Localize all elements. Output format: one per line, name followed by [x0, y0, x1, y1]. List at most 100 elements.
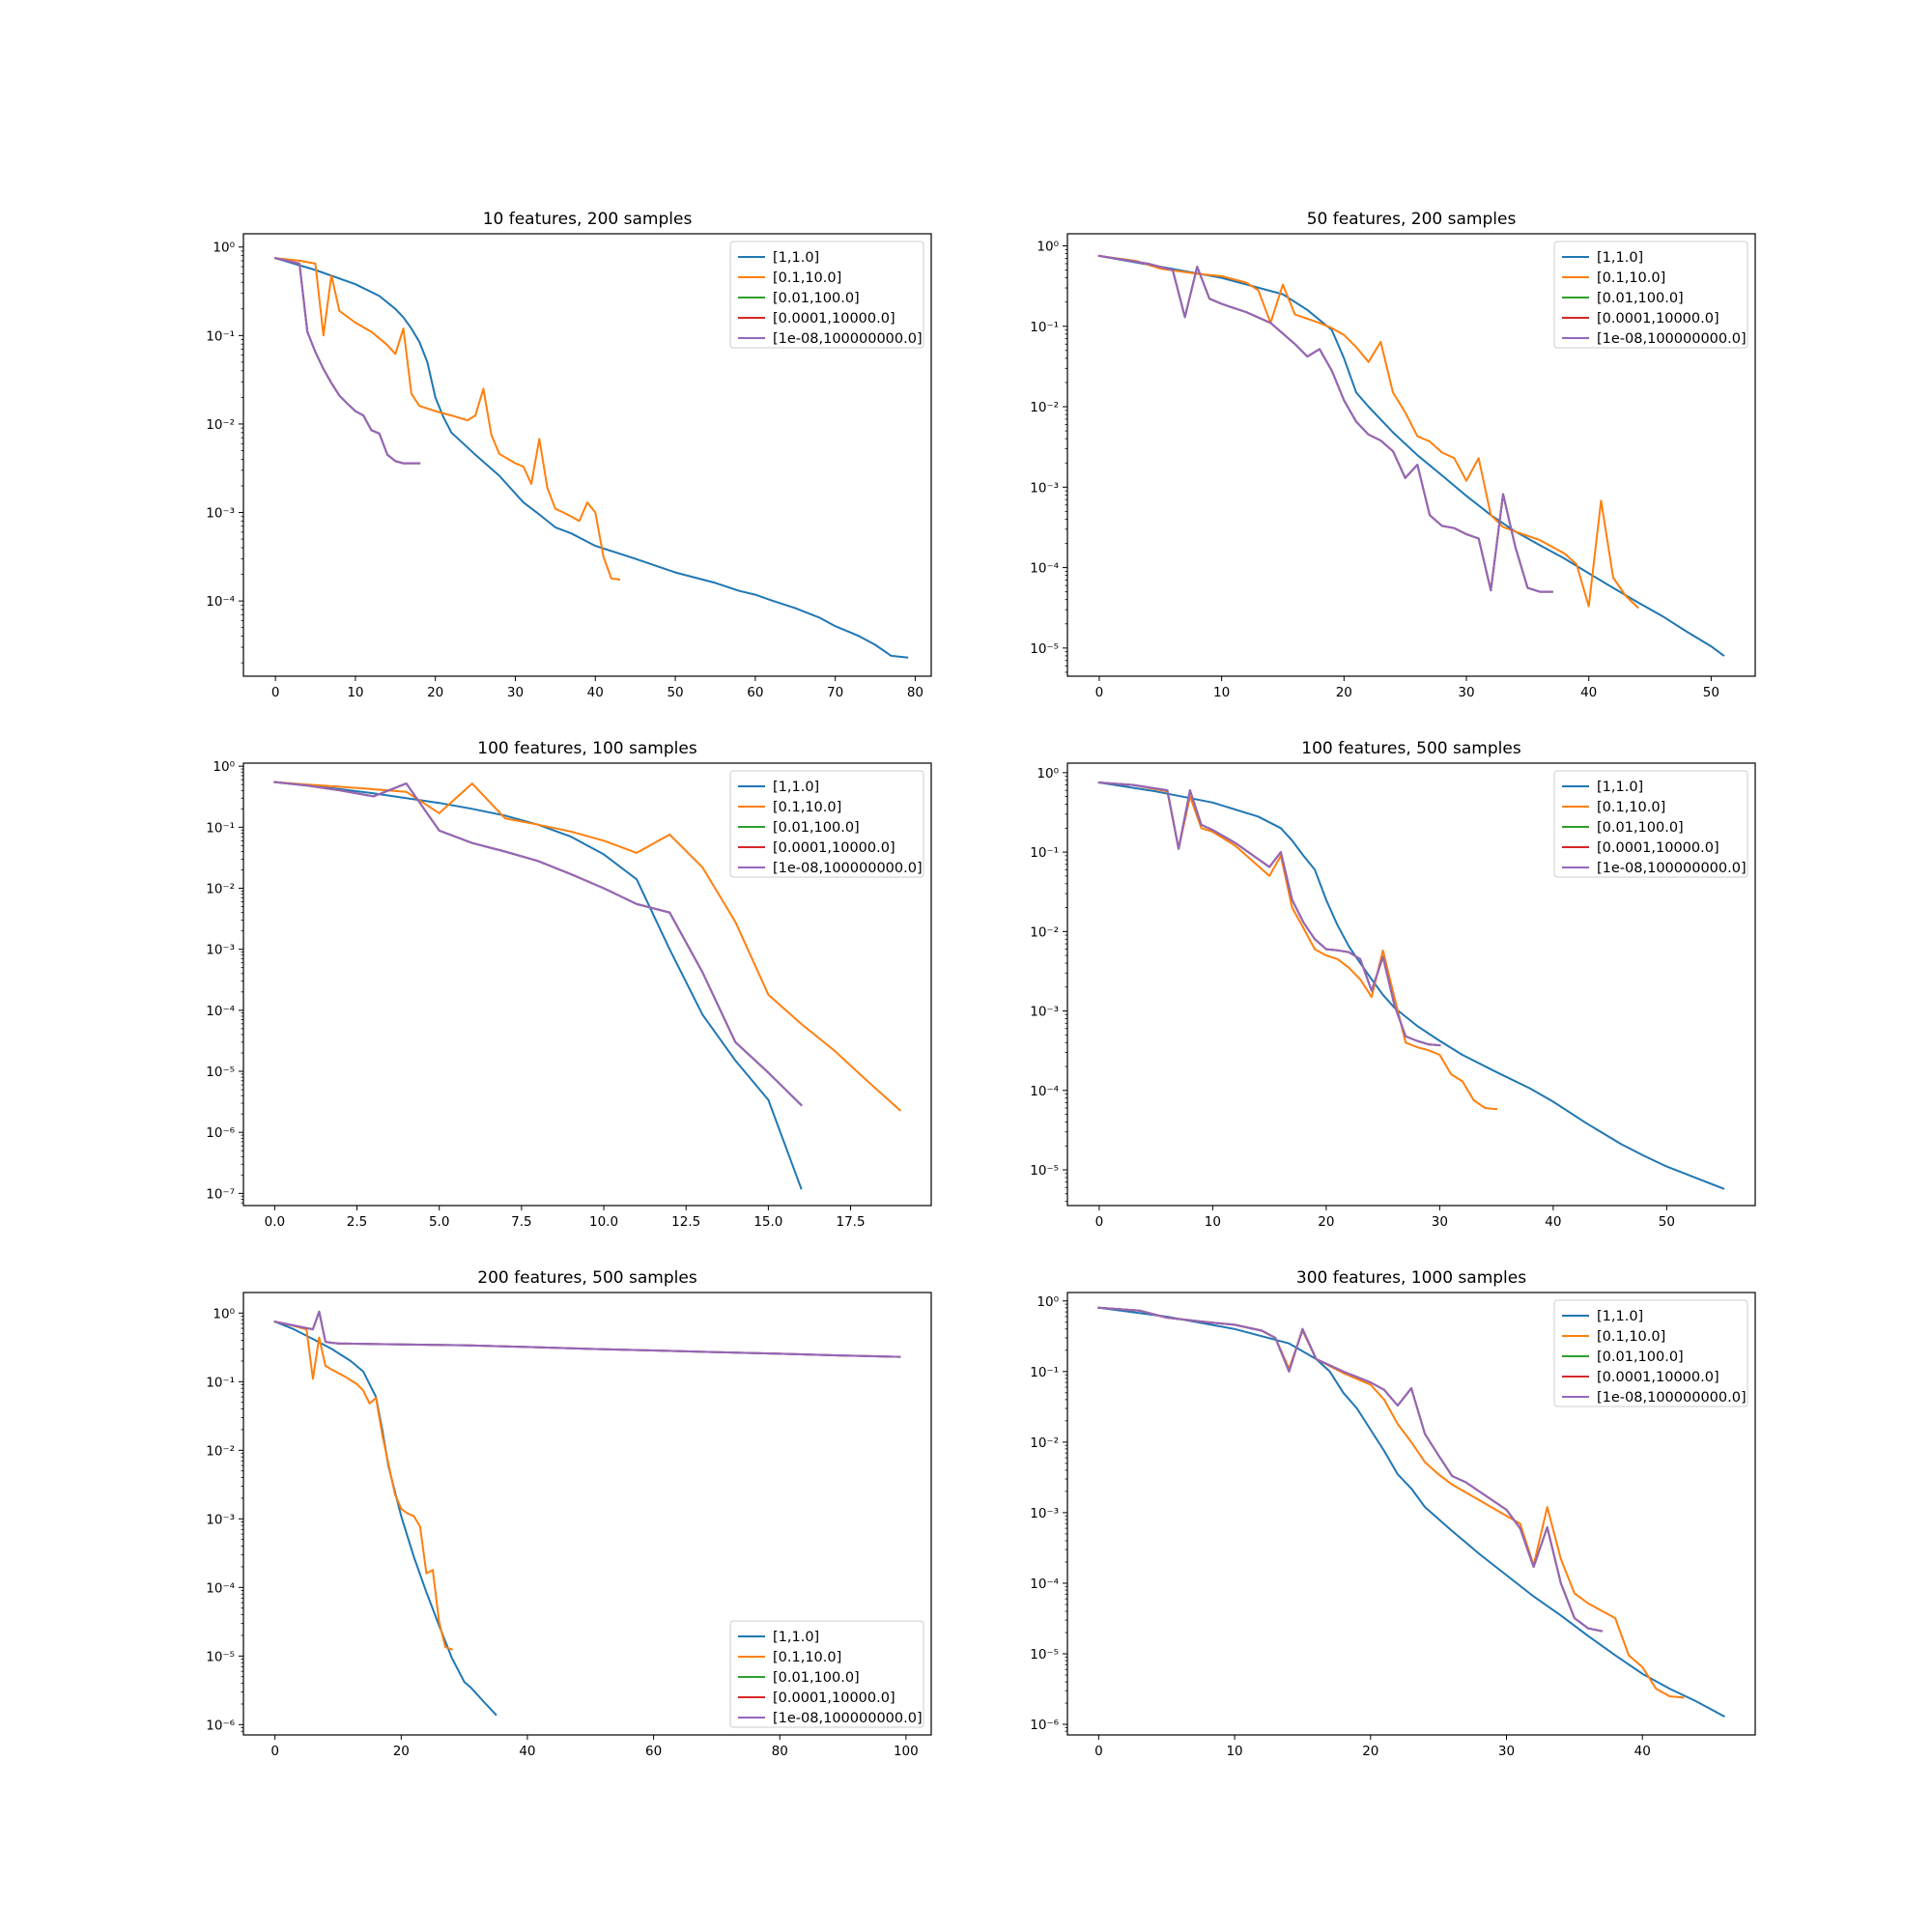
x-tick-label: 20 — [393, 1744, 410, 1759]
x-tick-label: 40 — [1545, 1214, 1561, 1230]
x-tick-label: 20 — [1336, 685, 1352, 700]
x-tick-label: 10 — [1213, 685, 1230, 700]
x-tick-label: 20 — [427, 685, 443, 700]
series-line-3 — [273, 1310, 901, 1358]
y-tick-label: 10⁻² — [1030, 1435, 1059, 1451]
series-group — [273, 256, 909, 659]
series-line-1 — [1097, 781, 1725, 1190]
x-tick-label: 12.5 — [671, 1214, 700, 1230]
panel-title: 100 features, 100 samples — [477, 739, 697, 758]
legend-entry: [1,1.0] — [773, 250, 819, 266]
x-tick-label: 20 — [1318, 1214, 1334, 1230]
y-tick-label: 10⁻⁵ — [1030, 641, 1059, 657]
y-tick-label: 10⁻⁴ — [206, 1004, 235, 1019]
legend-entry: [0.01,100.0] — [1597, 1350, 1684, 1365]
legend-entry: [0.1,10.0] — [773, 270, 841, 286]
legend: [1,1.0] [0.1,10.0] [0.01,100.0] [0.0001,100… — [729, 241, 924, 349]
legend-frame — [729, 1620, 924, 1728]
y-tick-label: 10⁻³ — [206, 506, 235, 522]
legend-entry: [0.0001,10000.0] — [773, 840, 895, 856]
series-line-1 — [1097, 1306, 1725, 1719]
legend-entry: [0.1,10.0] — [773, 1650, 841, 1665]
x-tick-label: 2.5 — [347, 1214, 367, 1230]
x-tick-label: 5.0 — [429, 1214, 449, 1230]
x-tick-label: 40 — [1634, 1744, 1651, 1759]
series-line-5 — [1097, 1306, 1604, 1633]
axes-frame — [1066, 1292, 1756, 1736]
x-tick-label: 10 — [1205, 1214, 1221, 1230]
series-line-5 — [273, 781, 803, 1107]
y-tick-label: 10⁻² — [206, 1443, 235, 1459]
legend-entry: [1,1.0] — [773, 780, 819, 795]
legend-frame — [1553, 770, 1748, 878]
legend: [1,1.0] [0.1,10.0] [0.01,100.0] [0.0001,100… — [729, 1620, 924, 1728]
y-tick-label: 10⁻⁵ — [1030, 1647, 1059, 1662]
series-line-5 — [1097, 781, 1441, 1047]
series-line-2 — [1097, 781, 1498, 1111]
x-tick-label: 50 — [1659, 1214, 1675, 1230]
panel-title: 100 features, 500 samples — [1301, 739, 1521, 758]
x-tick-label: 40 — [519, 1744, 535, 1759]
x-tick-label: 40 — [587, 685, 604, 700]
y-tick-label: 10⁻¹ — [1030, 320, 1059, 335]
y-tick-label: 10⁻³ — [206, 1512, 235, 1527]
series-group — [1097, 781, 1725, 1190]
y-tick-label: 10⁻³ — [1030, 1506, 1059, 1521]
x-tick-label: 50 — [1703, 685, 1719, 700]
y-tick-label: 10⁻² — [206, 417, 235, 433]
x-tick-label: 0 — [270, 1744, 279, 1759]
legend-entry: [0.0001,10000.0] — [773, 311, 895, 327]
x-tick-label: 7.5 — [511, 1214, 531, 1230]
y-tick-label: 10⁻¹ — [206, 1375, 235, 1390]
y-tick-label: 10⁻² — [1030, 400, 1059, 415]
series-line-5 — [1097, 254, 1553, 593]
x-tick-label: 17.5 — [837, 1214, 866, 1230]
legend-entry: [1e-08,100000000.0] — [773, 331, 923, 347]
y-tick-label: 10⁻¹ — [206, 328, 235, 344]
legend-entry: [1e-08,100000000.0] — [1597, 331, 1747, 347]
series-line-4 — [273, 781, 803, 1107]
panel-3: 100 features, 100 samples 0.0 2.5 5.0 7.5 10.… — [206, 739, 932, 1230]
series-group — [1097, 254, 1725, 657]
legend-entry: [1,1.0] — [1597, 1309, 1643, 1324]
legend-entry: [1,1.0] — [1597, 780, 1643, 795]
x-tick-label: 15.0 — [753, 1214, 782, 1230]
series-line-2 — [1097, 254, 1639, 610]
y-tick-label: 10⁻⁴ — [1030, 561, 1059, 577]
x-tick-label: 30 — [1432, 1214, 1448, 1230]
y-tick-label: 10⁻³ — [1030, 480, 1059, 496]
legend-frame — [729, 770, 924, 878]
legend-entry: [0.01,100.0] — [773, 1670, 860, 1686]
y-tick-label: 10⁻³ — [1030, 1005, 1059, 1020]
y-tick-label: 10⁻⁴ — [1030, 1084, 1059, 1099]
panel-title: 200 features, 500 samples — [477, 1268, 697, 1288]
y-tick-label: 10⁻⁷ — [206, 1186, 235, 1202]
axes-frame — [242, 233, 932, 677]
legend-entry: [0.0001,10000.0] — [1597, 840, 1719, 856]
y-tick-label: 10⁰ — [213, 1306, 235, 1321]
y-tick-label: 10⁻⁴ — [206, 594, 235, 610]
series-line-1 — [273, 781, 803, 1190]
x-tick-label: 100 — [894, 1744, 919, 1759]
y-tick-label: 10⁻⁶ — [1030, 1718, 1059, 1733]
series-line-2 — [273, 1321, 453, 1651]
x-tick-label: 80 — [907, 685, 923, 700]
legend-entry: [0.0001,10000.0] — [1597, 1370, 1719, 1385]
y-tick-label: 10⁻⁶ — [206, 1718, 235, 1733]
y-tick-label: 10⁻⁶ — [206, 1125, 235, 1141]
x-tick-label: 30 — [1458, 685, 1474, 700]
x-tick-label: 0 — [1095, 1214, 1104, 1230]
legend-entry: [1e-08,100000000.0] — [773, 861, 923, 876]
y-tick-label: 10⁻¹ — [1030, 845, 1059, 861]
legend: [1,1.0] [0.1,10.0] [0.01,100.0] [0.0001,100… — [1553, 241, 1748, 349]
series-group — [1097, 1306, 1725, 1719]
series-line-3 — [273, 781, 803, 1107]
panel-5: 200 features, 500 samples 0 20 40 60 80 100 10⁰… — [206, 1268, 932, 1759]
y-tick-label: 10⁻¹ — [1030, 1365, 1059, 1380]
legend-entry: [0.0001,10000.0] — [1597, 311, 1719, 327]
x-tick-label: 10 — [1226, 1744, 1242, 1759]
x-tick-label: 60 — [645, 1744, 662, 1759]
x-tick-label: 40 — [1580, 685, 1597, 700]
legend: [1,1.0] [0.1,10.0] [0.01,100.0] [0.0001,100… — [729, 770, 924, 878]
legend-frame — [729, 241, 924, 349]
